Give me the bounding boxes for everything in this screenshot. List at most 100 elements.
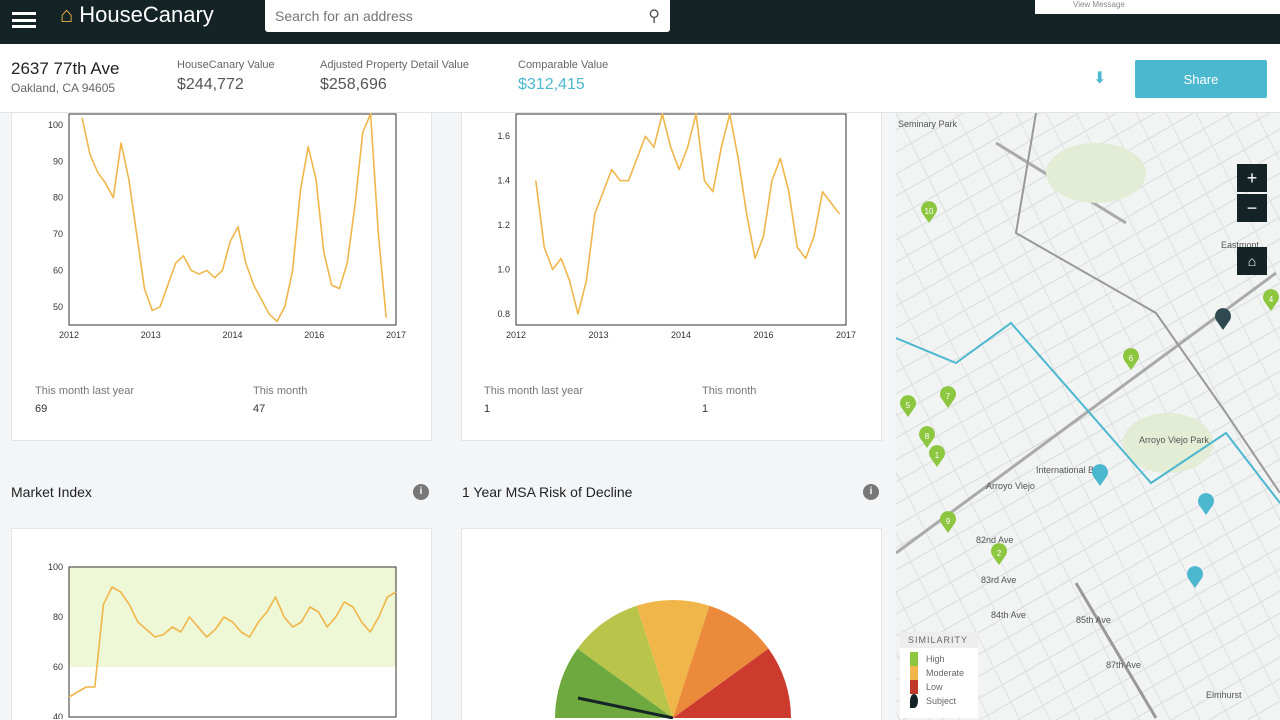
info-icon[interactable]: i <box>863 484 879 500</box>
value-label: Adjusted Property Detail Value <box>320 59 469 71</box>
stat-label: This month <box>253 385 308 397</box>
chart-card-1: 50 60 70 80 90 100 2012 2013 2014 2016 2017 This m… <box>11 113 432 441</box>
map-pin-icon[interactable] <box>1198 493 1214 515</box>
y-tick-label: 100 <box>48 120 63 130</box>
y-tick-label: 1.0 <box>497 264 510 274</box>
street <box>1255 113 1280 162</box>
risk-pie-chart <box>555 600 791 719</box>
info-icon[interactable]: i <box>413 484 429 500</box>
stat-value: 47 <box>253 403 266 415</box>
street <box>896 113 1194 285</box>
map-pin-icon[interactable]: 6 <box>1123 348 1139 370</box>
map-pin-icon[interactable] <box>1092 464 1108 486</box>
series-line <box>535 113 841 315</box>
map-pin-icon[interactable]: 4 <box>1263 289 1279 311</box>
map-pin-icon[interactable]: 2 <box>991 543 1007 565</box>
street <box>896 326 1280 549</box>
top-bar: ⌂HouseCanary ⚲ View Message <box>0 0 1280 44</box>
street <box>896 150 1280 373</box>
stat-label: This month <box>702 385 757 397</box>
street <box>979 546 1280 720</box>
street <box>955 113 1261 720</box>
street <box>896 472 1021 720</box>
series-line <box>81 113 387 323</box>
x-tick-label: 2013 <box>141 330 161 340</box>
pie-slice <box>673 605 769 718</box>
street <box>896 113 1003 175</box>
street <box>896 436 1280 659</box>
map-label: 85th Ave <box>1076 615 1111 625</box>
search-box: ⚲ <box>265 0 670 32</box>
y-tick-label: 100 <box>48 562 63 572</box>
street <box>940 524 1280 720</box>
value-label: HouseCanary Value <box>177 59 275 71</box>
map-canvas[interactable]: Seminary Park Eastmont Arroyo Viejo Park El… <box>896 113 1280 720</box>
stat-value: 1 <box>702 403 709 415</box>
street-address: 2637 77th Ave <box>11 59 120 78</box>
value-amount: $258,696 <box>320 76 387 93</box>
street <box>896 292 1111 720</box>
map-pin-icon[interactable] <box>1215 308 1231 330</box>
legend-label: Moderate <box>926 668 965 678</box>
street <box>896 113 965 153</box>
search-input[interactable] <box>275 8 649 24</box>
map-pin-icon[interactable]: 5 <box>900 395 916 417</box>
street <box>1094 612 1280 720</box>
stat-label: This month last year <box>484 385 584 397</box>
market-index-card: 40 60 80 100 <box>11 528 432 720</box>
street <box>1132 634 1280 720</box>
market-index-chart: 40 60 80 100 <box>48 562 397 719</box>
map-label: Seminary Park <box>898 119 958 129</box>
line-chart-1: 50 60 70 80 90 100 2012 2013 2014 2016 2017 <box>48 113 406 340</box>
map-pin-icon[interactable] <box>1187 566 1203 588</box>
street <box>896 113 1041 197</box>
street <box>896 113 1079 219</box>
share-button[interactable]: Share <box>1135 60 1267 98</box>
map-label: Elmhurst <box>1206 690 1242 700</box>
x-tick-label: 2017 <box>836 330 856 340</box>
zoom-in-button[interactable]: + <box>1237 164 1267 192</box>
search-icon[interactable]: ⚲ <box>648 8 660 25</box>
home-button[interactable]: ⌂ <box>1237 247 1267 275</box>
map-pin-icon[interactable]: 10 <box>921 201 937 223</box>
street <box>896 260 1280 483</box>
map-label: International Blvd <box>1036 465 1106 475</box>
map-label: Arroyo Viejo <box>986 481 1035 491</box>
comparables-map[interactable]: Seminary Park Eastmont Arroyo Viejo Park El… <box>896 113 1280 720</box>
menu-icon[interactable] <box>12 10 36 30</box>
x-tick-label: 2012 <box>59 330 79 340</box>
risk-card <box>461 528 882 720</box>
plot-frame <box>515 113 847 326</box>
y-tick-label: 1.4 <box>497 176 510 186</box>
y-tick-label: 80 <box>53 612 63 622</box>
map-pin-icon[interactable]: 8 <box>919 426 935 448</box>
gauge-needle <box>577 696 674 719</box>
y-tick-label: 70 <box>53 229 63 239</box>
y-tick-label: 1.2 <box>497 220 510 230</box>
download-icon[interactable]: ⬇ <box>1093 70 1107 87</box>
comparable-value-amount: $312,415 <box>518 76 585 93</box>
x-tick-label: 2012 <box>506 330 526 340</box>
zoom-out-button[interactable]: − <box>1237 194 1267 222</box>
logo[interactable]: ⌂ HouseCanary <box>60 2 214 28</box>
street <box>896 352 1081 720</box>
toast-message[interactable]: View Message <box>1035 0 1280 14</box>
line-chart-2: 0.8 1.0 1.2 1.4 1.6 2012 2013 2014 2016 2017 <box>497 113 856 340</box>
pie-slice <box>577 605 673 718</box>
map-pin-icon[interactable]: 9 <box>940 511 956 533</box>
legend-item: High <box>900 652 978 666</box>
street <box>896 128 1280 351</box>
street <box>896 711 901 720</box>
y-tick-label: 90 <box>53 156 63 166</box>
street <box>896 172 1280 395</box>
street <box>896 238 1280 461</box>
street <box>1170 656 1280 720</box>
map-pin-icon[interactable]: 7 <box>940 386 956 408</box>
legend-item: Subject <box>900 694 978 708</box>
plot-frame <box>68 113 397 326</box>
road <box>1014 113 1280 494</box>
street <box>1247 700 1280 720</box>
canary-logo-icon: ⌂ <box>60 2 74 27</box>
street <box>896 304 1280 527</box>
map-pin-icon[interactable]: 1 <box>929 445 945 467</box>
